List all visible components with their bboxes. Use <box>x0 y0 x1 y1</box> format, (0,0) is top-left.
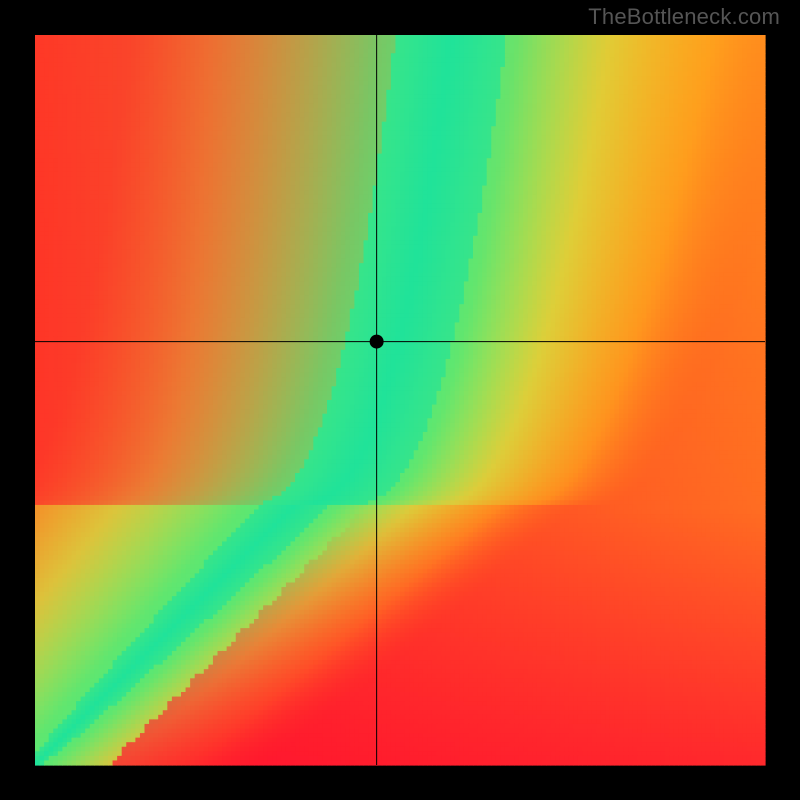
chart-container: TheBottleneck.com <box>0 0 800 800</box>
watermark-text: TheBottleneck.com <box>588 4 780 30</box>
heatmap-svg <box>0 0 800 800</box>
crosshair-point <box>370 335 384 349</box>
